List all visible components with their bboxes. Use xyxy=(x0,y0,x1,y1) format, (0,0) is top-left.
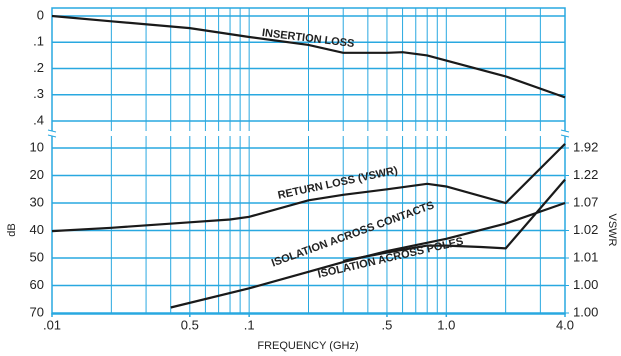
y2-tick-label: 1.00 xyxy=(573,277,598,292)
y-tick-label: .4 xyxy=(33,112,44,127)
y-tick-label: 20 xyxy=(30,167,44,182)
x-tick-label: 1.0 xyxy=(437,317,455,332)
axis-break xyxy=(40,131,570,136)
x-axis-label: FREQUENCY (GHz) xyxy=(257,340,358,352)
y-axis-label: dB xyxy=(6,223,18,236)
y-tick-label: 60 xyxy=(30,277,44,292)
series-line xyxy=(51,14,566,99)
x-tick-label: 4.0 xyxy=(556,317,574,332)
break-mark xyxy=(47,134,57,138)
break-mark xyxy=(560,134,570,138)
y2-tick-label: 1.07 xyxy=(573,194,598,209)
series-line xyxy=(51,143,566,233)
break-mark xyxy=(560,129,570,133)
y-tick-label: 0 xyxy=(37,7,44,22)
y-tick-label: .1 xyxy=(33,34,44,49)
x-tick-label: .1 xyxy=(244,317,255,332)
y2-tick-label: 1.02 xyxy=(573,222,598,237)
break-mark xyxy=(47,129,57,133)
y2-tick-label: 1.00 xyxy=(573,304,598,319)
y-tick-label: 40 xyxy=(30,222,44,237)
x-tick-label: .5 xyxy=(382,317,393,332)
y-tick-label: 30 xyxy=(30,194,44,209)
y-tick-label: 10 xyxy=(30,139,44,154)
y-tick-label: 50 xyxy=(30,249,44,264)
y2-tick-label: 1.92 xyxy=(573,139,598,154)
y2-tick-label: 1.01 xyxy=(573,249,598,264)
x-tick-label: 0.5 xyxy=(181,317,199,332)
series-line xyxy=(342,178,566,262)
y2-axis-label: VSWR xyxy=(606,214,618,247)
x-tick-label: .01 xyxy=(43,317,61,332)
y-tick-label: .3 xyxy=(33,86,44,101)
y-tick-label: 70 xyxy=(30,304,44,319)
y2-tick-label: 1.22 xyxy=(573,167,598,182)
plot-frame xyxy=(51,7,566,315)
y-tick-label: .2 xyxy=(33,60,44,75)
